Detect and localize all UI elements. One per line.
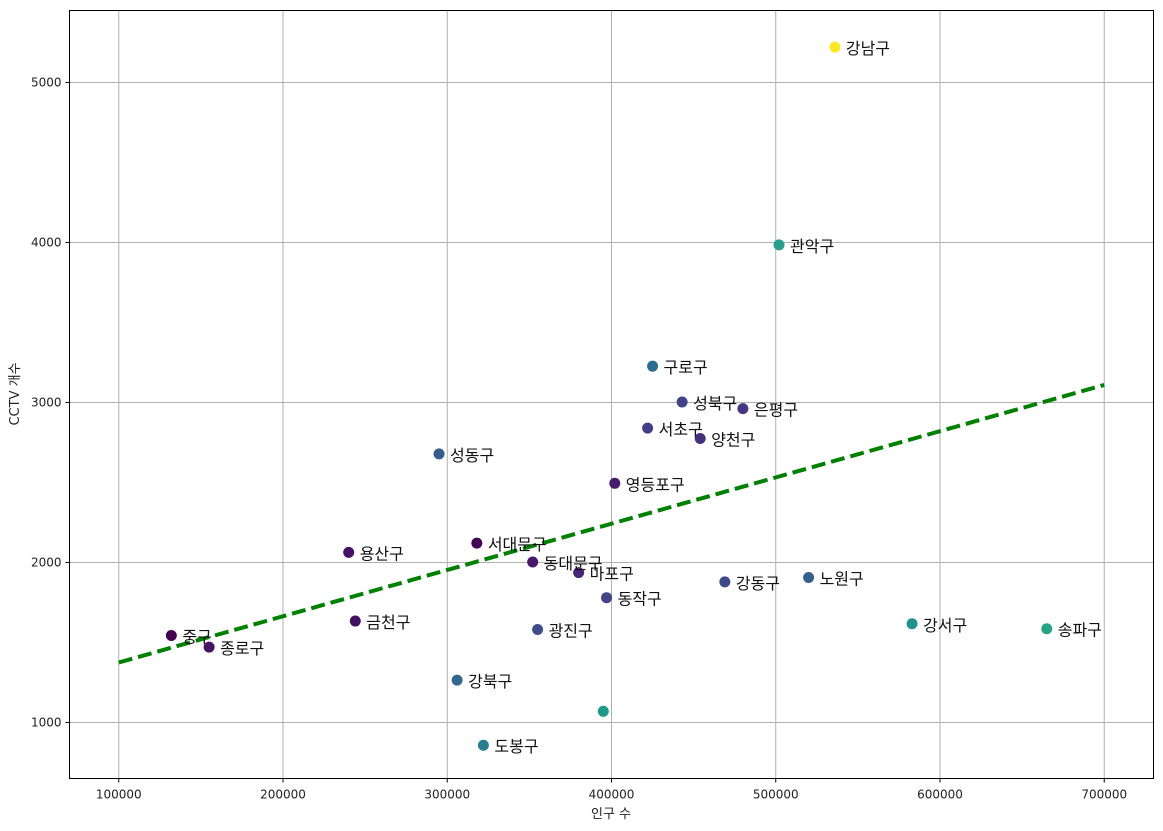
data-point [773,239,785,251]
point-label: 관악구 [790,237,834,256]
data-points [165,41,1053,751]
point-label: 송파구 [1058,621,1102,640]
point-label: 도봉구 [494,737,538,756]
data-point [694,433,706,444]
data-point [527,556,539,568]
point-label: 양천구 [711,431,755,450]
data-point [829,41,841,53]
data-point [609,477,621,489]
y-tick-label: 5000 [31,76,62,90]
x-tick-label: 700000 [1081,788,1127,802]
x-tick-label: 200000 [260,788,306,802]
point-label: 성동구 [450,446,494,465]
y-axis-label: CCTV 개수 [8,362,23,425]
data-point [719,576,731,588]
data-point [647,360,659,372]
x-tick-label: 300000 [424,788,470,802]
data-point [601,592,613,604]
data-point [343,546,355,558]
data-point [803,572,815,584]
point-label: 강동구 [736,574,780,593]
point-label: 서대문구 [488,535,547,554]
x-tick-label: 100000 [96,788,142,802]
data-point [451,674,463,686]
point-label: 금천구 [366,613,410,632]
grid-lines [69,10,1154,779]
data-point [165,629,177,641]
point-label: 영등포구 [626,475,685,494]
point-label: 동대문구 [544,554,603,573]
point-label: 강남구 [846,39,890,58]
point-label: 마포구 [590,565,634,584]
point-label: 은평구 [754,401,798,420]
data-point [597,705,609,717]
point-label: 구로구 [664,358,708,377]
x-axis-ticks: 100000 200000 300000 400000 500000 600000 7000… [96,778,1127,802]
data-point [471,537,483,549]
x-axis-label: 인구 수 [591,807,631,822]
point-label: 강북구 [468,672,512,691]
point-label: 서초구 [659,420,703,439]
x-tick-label: 400000 [589,788,635,802]
point-label: 용산구 [360,544,404,563]
x-tick-label: 600000 [917,788,963,802]
point-label: 광진구 [549,622,593,641]
point-label: 동작구 [618,590,662,609]
data-point [676,396,688,408]
point-label: 노원구 [820,570,864,589]
point-label: 강서구 [923,616,967,635]
data-point [477,739,489,751]
data-point [906,618,918,630]
y-tick-label: 1000 [31,716,62,730]
data-point [532,624,544,636]
y-tick-label: 2000 [31,556,62,570]
data-point [573,567,585,579]
data-point [1041,623,1053,635]
data-point [203,641,215,653]
trendline [118,382,1105,665]
point-label: 종로구 [220,639,264,658]
y-axis-ticks: 1000 2000 3000 4000 5000 [31,76,70,730]
point-label: 중구 [182,627,211,646]
data-point [642,422,654,434]
trendline-group [118,382,1105,665]
y-tick-label: 3000 [31,396,62,410]
data-point [349,615,361,627]
data-point [433,448,445,460]
x-tick-label: 500000 [753,788,799,802]
point-label: 성북구 [693,394,737,413]
data-point [737,403,749,415]
y-tick-label: 4000 [31,236,62,250]
